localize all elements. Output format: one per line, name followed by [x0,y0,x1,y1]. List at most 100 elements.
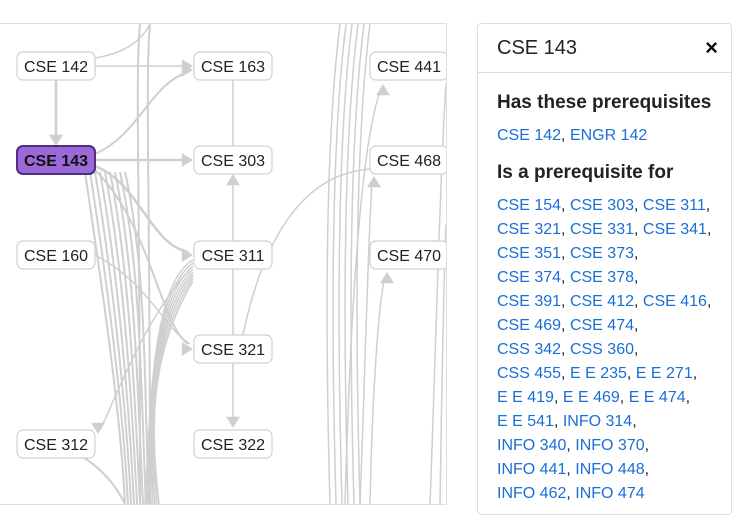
course-link[interactable]: CSS 455 [497,365,562,382]
separator: , [706,221,712,238]
course-link[interactable]: E E 541 [497,413,554,430]
node-label: CSE 468 [377,153,441,170]
link-line: CSE 469, CSE 474, [497,314,731,338]
node-box [16,51,96,81]
course-link[interactable]: INFO 314 [562,413,633,430]
course-node[interactable]: CSE 441 [369,51,446,81]
course-link[interactable]: CSS 360 [569,341,634,358]
course-node[interactable]: CSE 468 [369,145,446,175]
course-link[interactable]: CSE 416 [642,293,707,310]
separator: , [566,461,571,478]
course-link[interactable]: CSE 351 [497,245,562,262]
edge [326,24,341,504]
course-link[interactable]: CSE 331 [569,221,634,238]
course-link[interactable]: CSE 311 [642,197,706,214]
node-label: CSE 321 [201,342,265,359]
link-line: CSS 455, E E 235, E E 271, [497,362,731,386]
course-node[interactable]: CSE 303 [193,145,273,175]
course-link[interactable]: INFO 370 [575,437,645,454]
edge [89,171,129,504]
course-node[interactable]: CSE 321 [193,334,273,364]
course-link[interactable]: CSE 412 [569,293,634,310]
graph-view: CSE 142 CSE 143 CSE 160 CSE 312 CSE 163 CSE 3… [0,23,447,505]
course-link[interactable]: E E 469 [562,389,620,406]
edge [99,171,135,504]
separator: , [706,293,712,310]
edge [332,24,347,504]
edge [94,254,191,345]
arrowhead [367,176,381,188]
separator: , [685,389,691,406]
separator: , [626,365,632,382]
edge [359,180,373,504]
node-box [369,145,446,175]
course-node[interactable]: CSE 470 [369,240,446,270]
link-line: CSE 154, CSE 303, CSE 311, [497,194,731,218]
edge [136,24,141,504]
course-node[interactable]: CSE 163 [193,51,273,81]
course-link[interactable]: CSE 303 [569,197,634,214]
course-node[interactable]: CSE 312 [16,429,96,459]
course-link[interactable]: ENGR 142 [569,127,648,144]
course-link[interactable]: CSE 391 [497,293,562,310]
edge [369,276,386,504]
link-line: CSE 321, CSE 331, CSE 341, [497,218,731,242]
separator: , [644,461,650,478]
edge [152,277,194,504]
node-label: CSE 303 [201,153,265,170]
course-node[interactable]: CSE 322 [193,429,273,459]
edge [94,24,151,59]
course-node[interactable]: CSE 142 [16,51,96,81]
arrowhead [181,248,193,262]
edge [94,71,189,155]
node-box [16,145,96,175]
course-link[interactable]: INFO 340 [497,437,567,454]
link-line: CSE 391, CSE 412, CSE 416, [497,290,731,314]
course-link[interactable]: CSS 342 [497,341,562,358]
panel-title: CSE 143 [497,37,578,59]
course-node[interactable]: CSE 311 [193,240,273,270]
course-link[interactable]: CSE 341 [642,221,707,238]
course-link[interactable]: INFO 441 [497,461,567,478]
node-box [16,429,96,459]
separator: , [566,437,571,454]
edge [338,24,353,504]
course-link[interactable]: CSE 373 [569,245,634,262]
course-link[interactable]: CSE 142 [497,127,562,144]
node-box [193,51,273,81]
node-box [193,429,273,459]
course-link[interactable]: E E 235 [569,365,627,382]
link-line: CSE 374, CSE 378, [497,266,731,290]
link-line: INFO 441, INFO 448, [497,458,731,482]
course-panel: CSE 143 × Has these prerequisites CSE 142… [477,23,732,515]
course-link[interactable]: INFO 448 [575,461,645,478]
node-box [193,334,273,364]
node-box [369,51,446,81]
course-node[interactable]: CSE 143 [16,145,96,175]
course-link[interactable]: CSE 374 [497,269,562,286]
course-link[interactable]: CSE 321 [497,221,562,238]
course-link[interactable]: E E 271 [635,365,693,382]
course-link[interactable]: INFO 462 [497,485,567,502]
arrowhead [380,272,394,284]
link-line: CSE 142, ENGR 142 [497,124,731,148]
course-node[interactable]: CSE 160 [16,240,96,270]
separator: , [644,437,650,454]
separator: , [634,341,639,358]
node-box [369,240,446,270]
course-link[interactable]: E E 474 [628,389,686,406]
link-line: CSS 342, CSS 360, [497,338,731,362]
course-link[interactable]: CSE 154 [497,197,562,214]
arrowhead [91,422,105,434]
node-label: CSE 163 [201,59,265,76]
separator: , [634,293,639,310]
course-link[interactable]: CSE 474 [569,317,634,334]
close-button[interactable]: × [705,35,718,60]
separator: , [634,221,639,238]
course-link[interactable]: CSE 378 [569,269,634,286]
course-link[interactable]: E E 419 [497,389,554,406]
arrowhead [181,63,193,77]
course-link[interactable]: CSE 469 [497,317,562,334]
edge [350,24,365,504]
course-link[interactable]: INFO 474 [575,485,645,502]
